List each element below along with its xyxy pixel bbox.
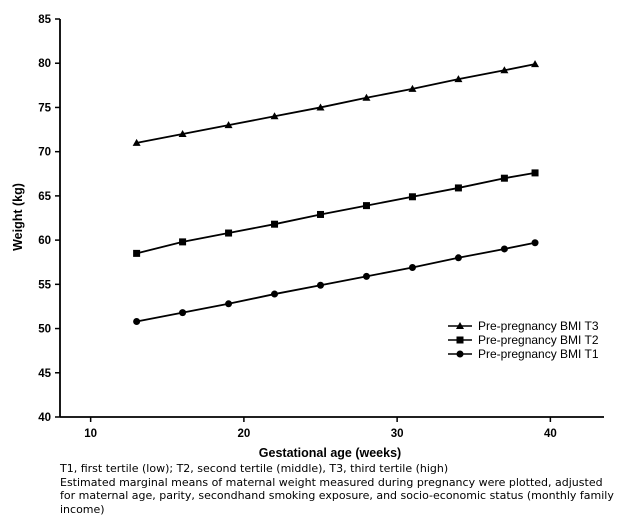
legend-label: Pre-pregnancy BMI T3 xyxy=(478,319,599,333)
caption-line-2: Estimated marginal means of maternal wei… xyxy=(60,475,614,516)
series-circle xyxy=(133,239,539,325)
data-point xyxy=(408,193,416,201)
data-point xyxy=(270,112,279,120)
legend-marker xyxy=(456,336,464,344)
data-point xyxy=(132,138,141,146)
y-tick-label: 85 xyxy=(38,14,51,26)
data-point xyxy=(500,174,508,182)
data-point xyxy=(454,254,462,262)
data-point xyxy=(179,238,187,246)
series-triangle xyxy=(132,60,540,146)
x-tick-label: 20 xyxy=(237,428,250,440)
data-point xyxy=(362,202,370,210)
data-point xyxy=(454,75,463,83)
data-point xyxy=(271,220,279,228)
data-point xyxy=(408,84,417,92)
figure-caption: T1, first tertile (low); T2, second tert… xyxy=(60,462,616,516)
axes: 40 45 50 55 60 65 70 75 80 85 10 20 30 40 xyxy=(38,14,604,440)
weight-chart: 40 45 50 55 60 65 70 75 80 85 10 20 30 40 Pre-pregnan… xyxy=(11,14,604,460)
y-tick-label: 60 xyxy=(38,235,51,247)
data-point xyxy=(454,184,462,192)
data-point xyxy=(133,249,141,257)
y-axis-label: Weight (kg) xyxy=(11,183,25,251)
data-point xyxy=(317,210,325,218)
data-point xyxy=(271,290,279,298)
data-point xyxy=(362,93,371,101)
legend-marker xyxy=(456,322,464,329)
data-point xyxy=(408,264,416,272)
data-point xyxy=(500,245,508,253)
data-point xyxy=(362,272,370,280)
data-point xyxy=(133,317,141,325)
legend-label: Pre-pregnancy BMI T2 xyxy=(478,333,599,347)
data-point xyxy=(531,239,539,247)
y-tick-label: 40 xyxy=(38,412,51,424)
y-tick-label: 55 xyxy=(38,279,51,291)
data-point xyxy=(317,281,325,289)
legend-item: Pre-pregnancy BMI T2 xyxy=(448,333,599,347)
legend-item: Pre-pregnancy BMI T1 xyxy=(448,347,599,361)
legend-marker xyxy=(456,350,464,358)
data-point xyxy=(225,300,233,308)
x-axis-label: Gestational age (weeks) xyxy=(259,446,401,460)
caption-line-1: T1, first tertile (low); T2, second tert… xyxy=(60,462,449,475)
legend-label: Pre-pregnancy BMI T1 xyxy=(478,347,599,361)
data-point xyxy=(179,309,187,317)
series-square xyxy=(133,169,539,257)
data-point xyxy=(225,229,233,237)
data-point xyxy=(224,121,233,129)
series-line xyxy=(136,63,536,144)
data-point xyxy=(531,60,540,68)
x-tick-label: 10 xyxy=(84,428,97,440)
data-point xyxy=(178,129,187,137)
data-point xyxy=(500,66,509,74)
y-tick-label: 80 xyxy=(38,58,51,70)
series-line xyxy=(136,241,536,323)
x-tick-label: 40 xyxy=(544,428,557,440)
series-layer xyxy=(132,60,540,325)
series-line xyxy=(136,172,536,255)
data-point xyxy=(531,169,539,177)
data-point xyxy=(316,103,325,111)
y-tick-label: 65 xyxy=(38,191,51,203)
x-tick-label: 30 xyxy=(391,428,404,440)
y-tick-label: 45 xyxy=(38,368,51,380)
y-tick-label: 75 xyxy=(38,102,51,114)
y-tick-label: 70 xyxy=(38,147,51,159)
y-tick-label: 50 xyxy=(38,324,51,336)
legend-item: Pre-pregnancy BMI T3 xyxy=(448,319,599,333)
